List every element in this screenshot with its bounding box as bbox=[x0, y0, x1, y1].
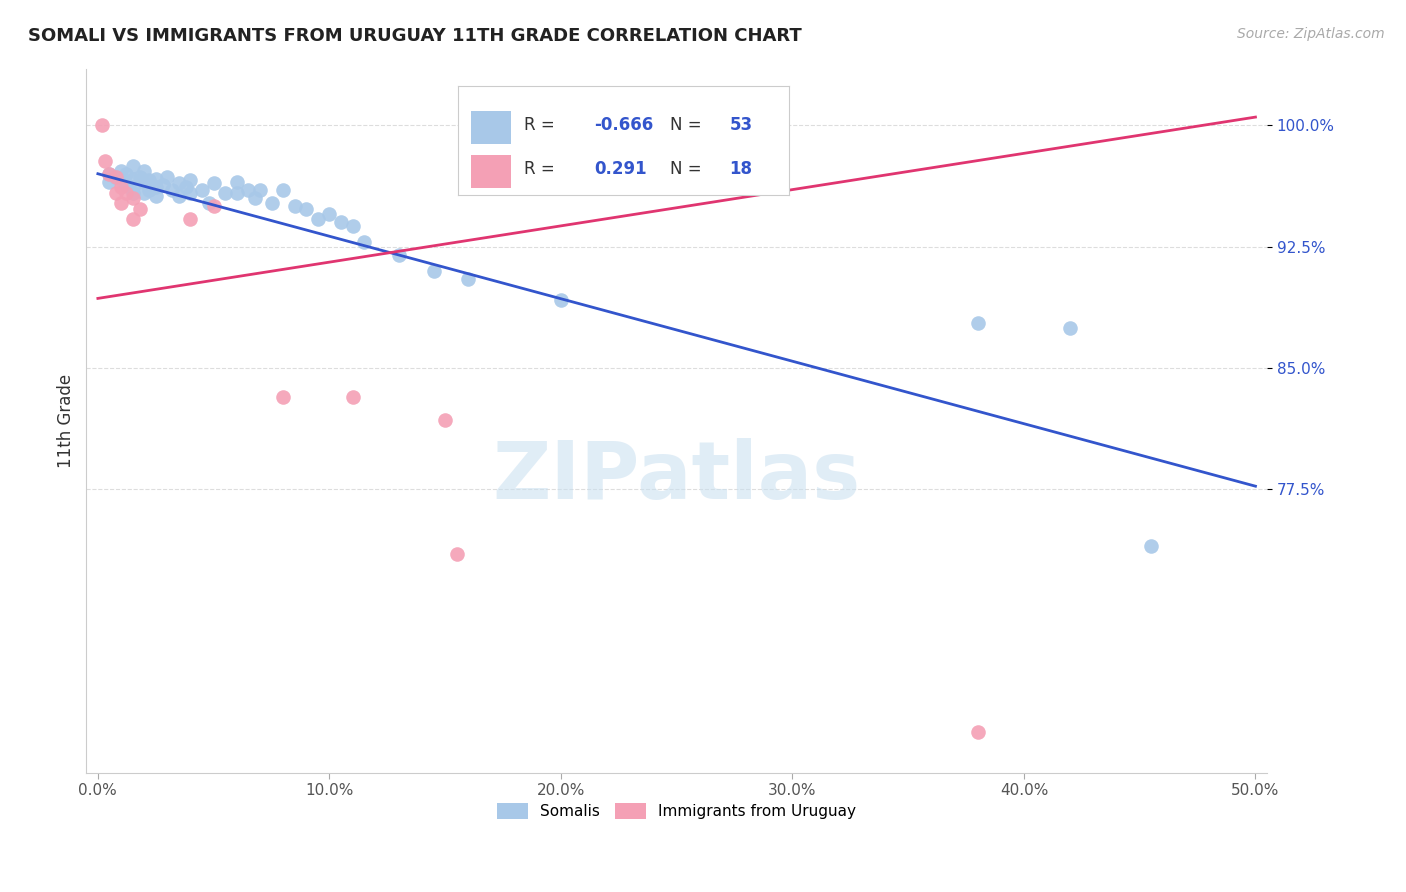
Point bbox=[156, 169, 179, 184]
Text: Source: ZipAtlas.com: Source: ZipAtlas.com bbox=[1237, 27, 1385, 41]
Point bbox=[98, 167, 121, 181]
Point bbox=[98, 175, 121, 189]
Point bbox=[966, 316, 988, 330]
Point bbox=[114, 167, 136, 181]
Point bbox=[214, 186, 236, 201]
Point bbox=[446, 547, 468, 561]
Point bbox=[1140, 539, 1163, 553]
Point bbox=[145, 189, 167, 203]
Point bbox=[353, 235, 375, 249]
Point bbox=[434, 413, 457, 427]
Point bbox=[307, 212, 329, 227]
Point bbox=[198, 195, 221, 210]
Point bbox=[179, 212, 201, 227]
Point bbox=[167, 189, 190, 203]
Point bbox=[249, 183, 271, 197]
Point bbox=[98, 167, 121, 181]
Point bbox=[160, 183, 183, 197]
Point bbox=[121, 171, 143, 186]
Point bbox=[110, 179, 132, 194]
Point bbox=[134, 175, 156, 189]
Point bbox=[342, 390, 364, 404]
Point bbox=[318, 207, 340, 221]
Point bbox=[121, 212, 143, 227]
Point bbox=[202, 199, 225, 213]
Point bbox=[110, 173, 132, 187]
Point bbox=[105, 186, 128, 201]
Text: SOMALI VS IMMIGRANTS FROM URUGUAY 11TH GRADE CORRELATION CHART: SOMALI VS IMMIGRANTS FROM URUGUAY 11TH G… bbox=[28, 27, 801, 45]
Point bbox=[152, 178, 174, 192]
Point bbox=[121, 191, 143, 205]
Point bbox=[134, 186, 156, 201]
Point bbox=[179, 173, 201, 187]
Point bbox=[225, 186, 247, 201]
Point bbox=[202, 177, 225, 191]
Point bbox=[225, 175, 247, 189]
Legend: Somalis, Immigrants from Uruguay: Somalis, Immigrants from Uruguay bbox=[491, 797, 862, 825]
Point bbox=[134, 163, 156, 178]
Point bbox=[138, 173, 160, 187]
Point bbox=[179, 186, 201, 201]
Point bbox=[191, 183, 214, 197]
Point bbox=[271, 390, 294, 404]
Point bbox=[457, 272, 479, 286]
Point bbox=[94, 153, 117, 168]
Point bbox=[284, 199, 307, 213]
Point bbox=[1059, 320, 1081, 334]
Point bbox=[110, 195, 132, 210]
Point bbox=[167, 177, 190, 191]
Point bbox=[145, 179, 167, 194]
Point bbox=[271, 183, 294, 197]
Point bbox=[121, 179, 143, 194]
Point bbox=[260, 195, 283, 210]
Point bbox=[388, 248, 411, 262]
Point bbox=[966, 725, 988, 739]
Point bbox=[295, 202, 318, 217]
Point bbox=[128, 202, 150, 217]
Point bbox=[342, 219, 364, 233]
Point bbox=[550, 293, 572, 307]
Point bbox=[105, 169, 128, 184]
Point bbox=[145, 171, 167, 186]
Point bbox=[238, 183, 260, 197]
Y-axis label: 11th Grade: 11th Grade bbox=[58, 374, 75, 467]
Point bbox=[114, 178, 136, 192]
Text: ZIPatlas: ZIPatlas bbox=[492, 438, 860, 516]
Point bbox=[174, 179, 197, 194]
Point bbox=[422, 264, 444, 278]
Point bbox=[121, 159, 143, 173]
Point bbox=[128, 169, 150, 184]
Point bbox=[110, 163, 132, 178]
Point bbox=[114, 186, 136, 201]
Point bbox=[138, 183, 160, 197]
Point bbox=[245, 191, 267, 205]
Point bbox=[105, 169, 128, 184]
Point bbox=[330, 215, 353, 229]
Point bbox=[91, 118, 114, 132]
Point bbox=[121, 186, 143, 201]
